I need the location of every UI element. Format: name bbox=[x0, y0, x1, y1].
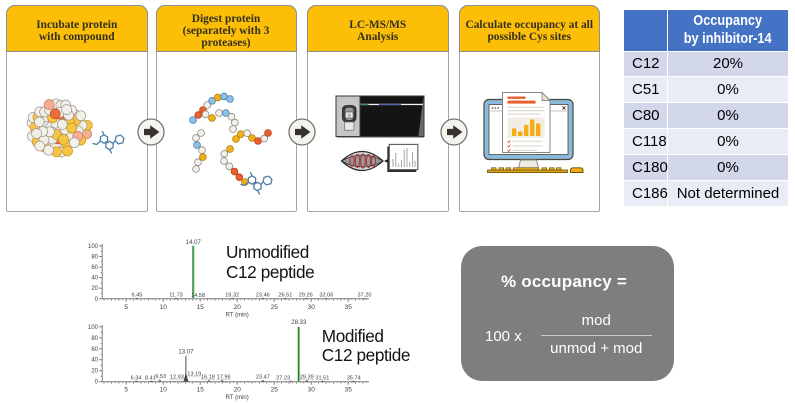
svg-text:13.07: 13.07 bbox=[178, 349, 194, 355]
svg-text:5: 5 bbox=[124, 387, 128, 394]
svg-text:35.74: 35.74 bbox=[347, 375, 361, 381]
svg-text:29.26: 29.26 bbox=[299, 293, 313, 299]
svg-text:11.73: 11.73 bbox=[169, 292, 183, 298]
svg-text:20: 20 bbox=[91, 369, 98, 375]
svg-text:16.18: 16.18 bbox=[201, 375, 215, 381]
svg-text:0: 0 bbox=[95, 380, 99, 386]
svg-text:RT (min): RT (min) bbox=[226, 395, 249, 401]
svg-text:25: 25 bbox=[271, 387, 279, 394]
svg-text:23.46: 23.46 bbox=[256, 292, 270, 298]
svg-text:8.41: 8.41 bbox=[145, 375, 156, 381]
svg-text:28.33: 28.33 bbox=[291, 320, 307, 326]
svg-text:9.53: 9.53 bbox=[155, 374, 166, 380]
svg-text:37.20: 37.20 bbox=[358, 293, 372, 299]
svg-text:12.93: 12.93 bbox=[170, 375, 184, 381]
svg-text:19.32: 19.32 bbox=[225, 292, 239, 298]
svg-text:14.07: 14.07 bbox=[186, 240, 202, 246]
svg-text:32.06: 32.06 bbox=[319, 293, 333, 299]
svg-text:60: 60 bbox=[91, 265, 98, 271]
svg-text:80: 80 bbox=[91, 336, 98, 342]
svg-text:30: 30 bbox=[308, 387, 316, 394]
svg-text:14.58: 14.58 bbox=[191, 293, 205, 299]
svg-text:60: 60 bbox=[91, 347, 98, 353]
svg-text:40: 40 bbox=[91, 276, 98, 282]
svg-text:26.51: 26.51 bbox=[278, 292, 292, 298]
svg-text:35: 35 bbox=[345, 304, 353, 311]
svg-text:15: 15 bbox=[197, 387, 205, 394]
svg-text:5: 5 bbox=[124, 304, 128, 311]
svg-text:80: 80 bbox=[91, 255, 98, 261]
svg-text:0: 0 bbox=[95, 297, 99, 303]
svg-text:29.39: 29.39 bbox=[300, 375, 314, 381]
svg-text:13.19: 13.19 bbox=[187, 372, 201, 378]
svg-text:6.45: 6.45 bbox=[131, 292, 142, 298]
svg-text:31.51: 31.51 bbox=[315, 375, 329, 381]
svg-text:35: 35 bbox=[345, 387, 353, 394]
svg-text:100: 100 bbox=[88, 325, 99, 331]
svg-text:20: 20 bbox=[234, 304, 242, 311]
svg-text:23.47: 23.47 bbox=[256, 375, 270, 381]
svg-text:15: 15 bbox=[197, 304, 205, 311]
svg-text:25: 25 bbox=[271, 304, 279, 311]
svg-text:20: 20 bbox=[91, 286, 98, 292]
svg-text:20: 20 bbox=[234, 387, 242, 394]
svg-text:10: 10 bbox=[160, 304, 168, 311]
svg-text:10: 10 bbox=[160, 387, 168, 394]
svg-text:40: 40 bbox=[91, 358, 98, 364]
svg-text:30: 30 bbox=[308, 304, 316, 311]
svg-text:27.23: 27.23 bbox=[276, 375, 290, 381]
svg-text:RT (min): RT (min) bbox=[226, 312, 249, 318]
svg-text:6.34: 6.34 bbox=[131, 375, 142, 381]
svg-text:100: 100 bbox=[88, 244, 99, 250]
svg-text:17.96: 17.96 bbox=[217, 375, 231, 381]
